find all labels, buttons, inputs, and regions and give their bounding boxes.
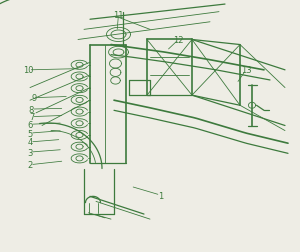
Text: 9: 9 bbox=[32, 94, 37, 103]
Text: 12: 12 bbox=[173, 36, 184, 45]
Text: 11: 11 bbox=[113, 11, 124, 20]
Text: 4: 4 bbox=[27, 138, 33, 147]
Text: 5: 5 bbox=[27, 129, 33, 138]
Text: 2: 2 bbox=[27, 161, 33, 170]
Text: 13: 13 bbox=[241, 66, 251, 75]
Text: 7: 7 bbox=[29, 113, 34, 122]
Text: 8: 8 bbox=[29, 105, 34, 114]
Text: 10: 10 bbox=[23, 66, 34, 75]
Text: 6: 6 bbox=[27, 120, 33, 129]
Text: 1: 1 bbox=[158, 191, 163, 200]
Text: 3: 3 bbox=[27, 148, 33, 157]
